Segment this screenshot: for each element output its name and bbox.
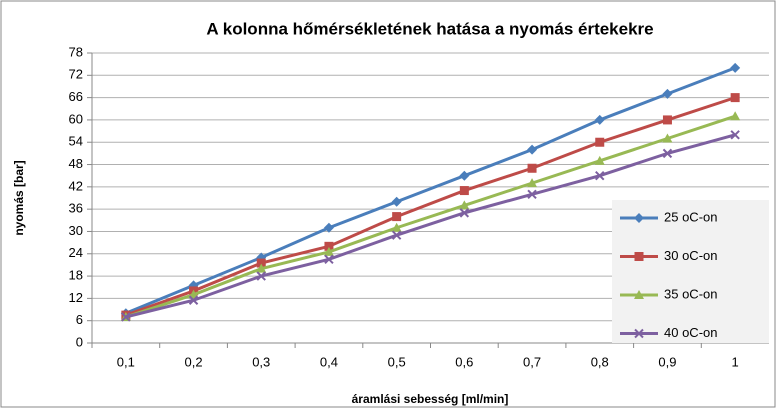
- marker: [730, 130, 740, 140]
- legend-label: 35 oC-on: [664, 286, 717, 301]
- y-tick-label: 0: [76, 334, 83, 349]
- marker: [324, 241, 334, 251]
- marker: [391, 230, 402, 240]
- x-tick-label: 0,3: [252, 354, 270, 369]
- marker: [324, 254, 334, 265]
- x-tick-label: 0,7: [523, 354, 541, 369]
- marker: [256, 271, 266, 281]
- marker: [594, 114, 605, 125]
- marker: [527, 189, 537, 199]
- series-line: [125, 133, 736, 319]
- marker: [188, 295, 199, 305]
- marker: [527, 144, 538, 155]
- marker: [256, 258, 266, 268]
- series-line: [125, 66, 736, 315]
- chart-title: A kolonna hőmérsékletének hatása a nyomá…: [206, 19, 653, 38]
- marker: [323, 246, 334, 256]
- y-tick-label: 78: [69, 44, 83, 59]
- marker: [459, 186, 469, 196]
- y-tick-label: 42: [69, 178, 83, 193]
- x-tick-label: 1: [732, 354, 739, 369]
- x-tick-label: 0,2: [185, 354, 203, 369]
- y-tick-label: 24: [69, 245, 83, 260]
- marker: [256, 263, 267, 273]
- marker: [634, 328, 644, 339]
- marker: [634, 252, 644, 261]
- marker: [459, 208, 470, 218]
- series-line: [125, 96, 736, 317]
- marker: [459, 170, 470, 181]
- marker: [392, 212, 402, 222]
- x-tick-label: 0,8: [591, 354, 609, 369]
- marker: [662, 133, 673, 143]
- marker: [527, 163, 537, 173]
- y-tick-label: 54: [69, 134, 83, 149]
- marker: [662, 148, 673, 159]
- marker: [323, 222, 334, 233]
- y-tick-label: 12: [69, 290, 83, 305]
- y-tick-label: 6: [76, 312, 83, 327]
- x-tick-label: 0,4: [320, 354, 338, 369]
- y-axis-label: nyomás [bar]: [12, 160, 26, 235]
- x-tick-label: 0,9: [658, 354, 676, 369]
- y-tick-label: 48: [69, 156, 83, 171]
- x-tick-label: 0,5: [388, 354, 406, 369]
- series-line: [125, 114, 736, 319]
- y-tick-label: 60: [69, 111, 83, 126]
- marker: [730, 93, 740, 103]
- marker: [634, 213, 644, 223]
- y-tick-label: 30: [69, 223, 83, 238]
- marker: [595, 137, 605, 147]
- y-tick-label: 18: [69, 268, 83, 283]
- marker: [730, 111, 741, 121]
- y-tick-label: 72: [69, 67, 83, 82]
- marker: [662, 88, 673, 99]
- legend-box: [612, 200, 769, 343]
- marker: [391, 222, 402, 232]
- marker: [662, 115, 672, 125]
- marker: [391, 196, 402, 207]
- marker: [634, 290, 644, 299]
- x-axis-label: áramlási sebesség [ml/min]: [352, 392, 509, 406]
- legend-label: 30 oC-on: [664, 248, 717, 263]
- x-tick-label: 0,1: [117, 354, 135, 369]
- y-tick-label: 36: [69, 201, 83, 216]
- y-tick-label: 66: [69, 89, 83, 104]
- legend-label: 25 oC-on: [664, 209, 717, 224]
- marker: [594, 155, 605, 165]
- marker: [730, 62, 741, 73]
- marker: [595, 170, 605, 181]
- marker: [121, 312, 131, 322]
- legend-label: 40 oC-on: [664, 325, 717, 340]
- x-tick-label: 0,6: [455, 354, 473, 369]
- marker: [459, 200, 470, 210]
- marker: [527, 178, 538, 188]
